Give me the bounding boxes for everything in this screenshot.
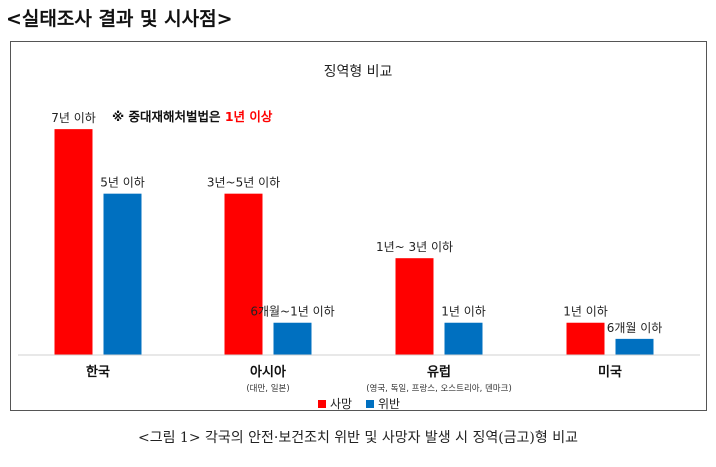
category-label-4: 미국 [598,364,622,380]
data-label-violation-3: 1년 이하 [441,305,486,319]
legend-label-death: 사망 [330,397,352,411]
bar-violation-4 [615,338,654,355]
legend: 사망 위반 [318,397,400,411]
chart-annotation: ※ 중대재해처벌법은 1년 이상 [112,109,273,124]
category-sublabel-3: (영국, 독일, 프랑스, 오스트리아, 덴마크) [366,383,512,394]
category-sublabel-2: (대만, 일본) [246,384,289,394]
data-label-death-1: 7년 이하 [51,111,96,125]
data-label-death-2: 3년~5년 이하 [207,176,280,190]
category-label-3: 유럽 [427,365,451,380]
bar-death-2 [224,193,263,355]
bar-violation-1 [103,193,142,355]
legend-swatch-death [318,400,326,408]
bar-violation-3 [444,322,483,355]
data-label-violation-1: 5년 이하 [100,176,145,190]
category-label-1: 한국 [86,364,110,380]
legend-label-violation: 위반 [378,397,400,411]
figure-caption: <그림 1> 각국의 안전·보건조치 위반 및 사망자 발생 시 징역(금고)형… [137,430,578,446]
chart-frame [10,41,707,411]
annotation-text: ※ 중대재해처벌법은 [112,109,225,124]
legend-swatch-violation [366,400,374,408]
bar-death-1 [54,129,93,355]
category-label-2: 아시아 [250,364,286,380]
data-label-violation-4: 6개월 이하 [607,321,663,335]
annotation-highlight: 1년 이상 [225,109,273,124]
data-label-death-4: 1년 이하 [563,305,608,319]
bar-violation-2 [273,322,312,355]
data-label-violation-2: 6개월~1년 이하 [250,305,334,319]
bar-death-4 [566,322,605,355]
bar-death-3 [395,258,434,355]
chart-title: 징역형 비교 [324,64,393,80]
section-heading: <실태조사 결과 및 시사점> [6,8,233,30]
data-label-death-3: 1년~ 3년 이하 [376,240,453,254]
